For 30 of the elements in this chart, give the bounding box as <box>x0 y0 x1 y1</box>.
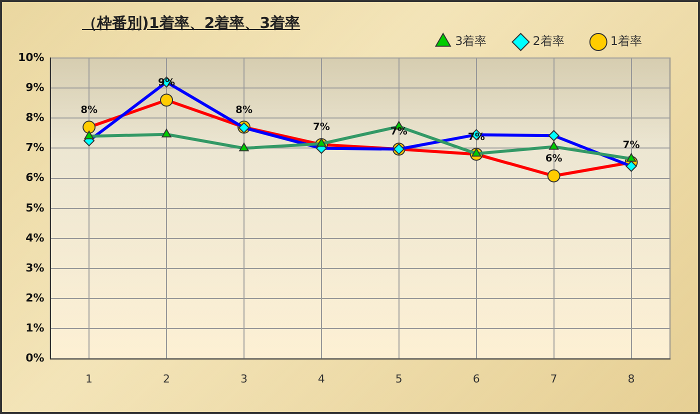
x-tick-label: 7 <box>550 372 558 386</box>
data-label: 7% <box>390 126 408 138</box>
x-tick-label: 4 <box>318 372 325 386</box>
data-label: 6% <box>545 154 562 165</box>
legend-label: 3着率 <box>455 34 487 48</box>
data-label: 9% <box>158 78 176 89</box>
chart-title: （枠番別)1着率、2着率、3着率 <box>82 14 300 33</box>
legend-label: 1着率 <box>610 34 642 48</box>
x-tick-label: 2 <box>163 372 170 386</box>
x-tick-label: 3 <box>240 372 248 386</box>
x-tick-label: 6 <box>472 372 480 386</box>
legend-label: 2着率 <box>532 34 564 48</box>
x-tick-label: 8 <box>628 372 635 386</box>
data-label: 7% <box>312 122 330 134</box>
y-tick-label: 10% <box>18 50 44 64</box>
data-label: 8% <box>80 104 98 116</box>
y-tick-label: 6% <box>26 171 44 184</box>
y-tick-label: 8% <box>26 111 44 124</box>
y-tick-label: 7% <box>26 141 44 154</box>
y-tick-label: 5% <box>26 201 44 214</box>
y-tick-label: 0% <box>26 352 44 365</box>
y-tick-label: 1% <box>26 322 44 335</box>
data-label: 7% <box>622 140 640 151</box>
data-label: 8% <box>235 104 252 116</box>
x-tick-label: 5 <box>395 372 402 386</box>
x-tick-label: 1 <box>86 372 93 386</box>
y-tick-label: 4% <box>26 231 44 244</box>
y-tick-label: 9% <box>26 80 44 94</box>
y-tick-label: 2% <box>26 292 44 304</box>
y-tick-label: 3% <box>26 261 44 274</box>
